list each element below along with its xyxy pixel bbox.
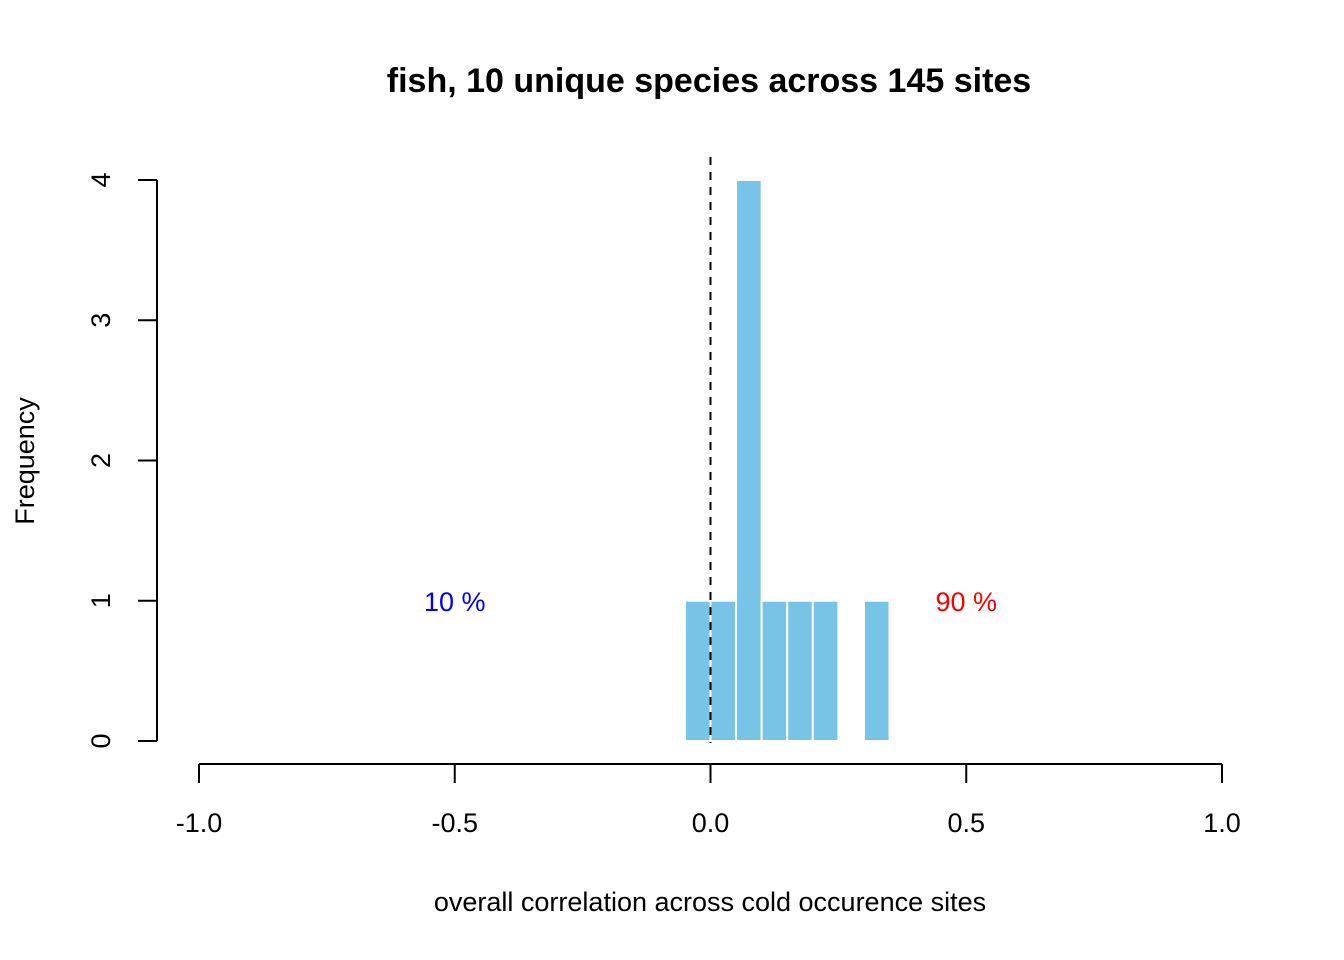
histogram-bar [760,599,789,742]
histogram-bar [786,599,814,742]
bars-group [683,179,891,742]
x-axis: -1.0 -0.5 0.0 0.5 1.0 [176,763,1241,838]
x-tick-label: 0.5 [947,808,985,838]
percent-annotation: 10 % [424,587,486,617]
x-tick-label: 1.0 [1203,808,1241,838]
y-tick-label: 4 [86,172,116,187]
histogram-bar [683,599,712,742]
y-axis: 0 1 2 3 4 [86,172,158,749]
x-tick-label: -1.0 [176,808,223,838]
y-tick-label: 3 [86,313,116,328]
y-tick-label: 2 [86,453,116,468]
annotations-group: 10 % 90 % [424,587,997,617]
x-axis-label: overall correlation across cold occurenc… [434,887,986,917]
histogram-bar [735,179,763,742]
histogram-bar [811,599,840,742]
chart-title: fish, 10 unique species across 145 sites [387,62,1031,100]
percent-annotation: 90 % [935,587,997,617]
x-tick-label: 0.0 [692,808,730,838]
y-tick-label: 0 [86,733,116,748]
histogram-bar [709,599,738,742]
histogram-bar [862,599,891,742]
y-axis-label: Frequency [10,397,40,525]
x-tick-label: -0.5 [431,808,478,838]
y-tick-label: 1 [86,593,116,608]
